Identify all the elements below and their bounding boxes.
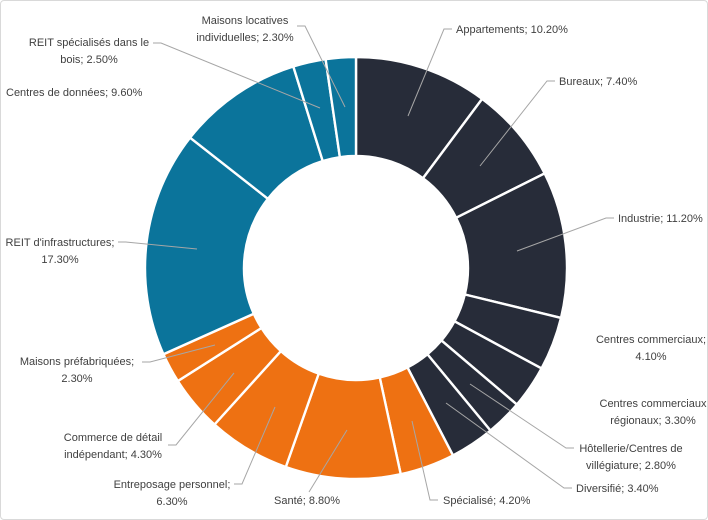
segment-label: Maisons préfabriquées; <box>20 356 134 368</box>
segment-leader-line <box>469 383 574 449</box>
segment-label: 17.30% <box>41 254 79 266</box>
segment-label: régionaux; 3.30% <box>610 415 696 427</box>
segment-label: Centres de données; 9.60% <box>6 87 143 99</box>
segment-leader-line <box>308 429 348 493</box>
segment-leader-line <box>168 372 235 446</box>
segment-label: REIT d'infrastructures; <box>6 237 115 249</box>
segment-label: Industrie; 11.20% <box>618 213 703 225</box>
segment-label: Diversifié; 3.40% <box>576 483 659 495</box>
segment-leader-line <box>445 402 572 489</box>
segment-label: Santé; 8.80% <box>274 495 340 507</box>
segment-label: Commerce de détail <box>64 432 162 444</box>
segment-label: Centres commerciaux; <box>596 334 706 346</box>
segment-leader-line <box>118 241 198 250</box>
segment-label: Hôtellerie/Centres de <box>579 443 682 455</box>
segment-label: indépendant; 4.30% <box>64 449 162 461</box>
segment-label: REIT spécialisés dans le <box>29 37 149 49</box>
segment-label: bois; 2.50% <box>60 54 118 66</box>
segment-label: Centres commerciaux <box>600 398 707 410</box>
segment-label: 2.30% <box>61 373 92 385</box>
segment-label: 4.10% <box>635 351 666 363</box>
segment-label: individuelles; 2.30% <box>196 32 293 44</box>
segment-leader-line <box>411 420 438 501</box>
segment-leader-line <box>142 344 216 363</box>
segment-label: villégiature; 2.80% <box>586 460 676 472</box>
segment-label: Entreposage personnel; <box>114 479 231 491</box>
segment-label: Maisons locatives <box>202 15 289 27</box>
donut-segment <box>143 136 270 356</box>
segment-leader-line <box>153 42 321 109</box>
segment-leader-line <box>234 406 276 485</box>
segment-leader-line <box>479 80 555 167</box>
segment-label: Spécialisé; 4.20% <box>443 495 531 507</box>
segment-leader-line <box>516 217 614 252</box>
segment-label: 6.30% <box>156 496 187 508</box>
segment-leader-line <box>407 28 452 117</box>
segment-label: Bureaux; 7.40% <box>559 76 637 88</box>
segment-leader-line <box>297 25 346 108</box>
segment-label: Appartements; 10.20% <box>456 24 568 36</box>
